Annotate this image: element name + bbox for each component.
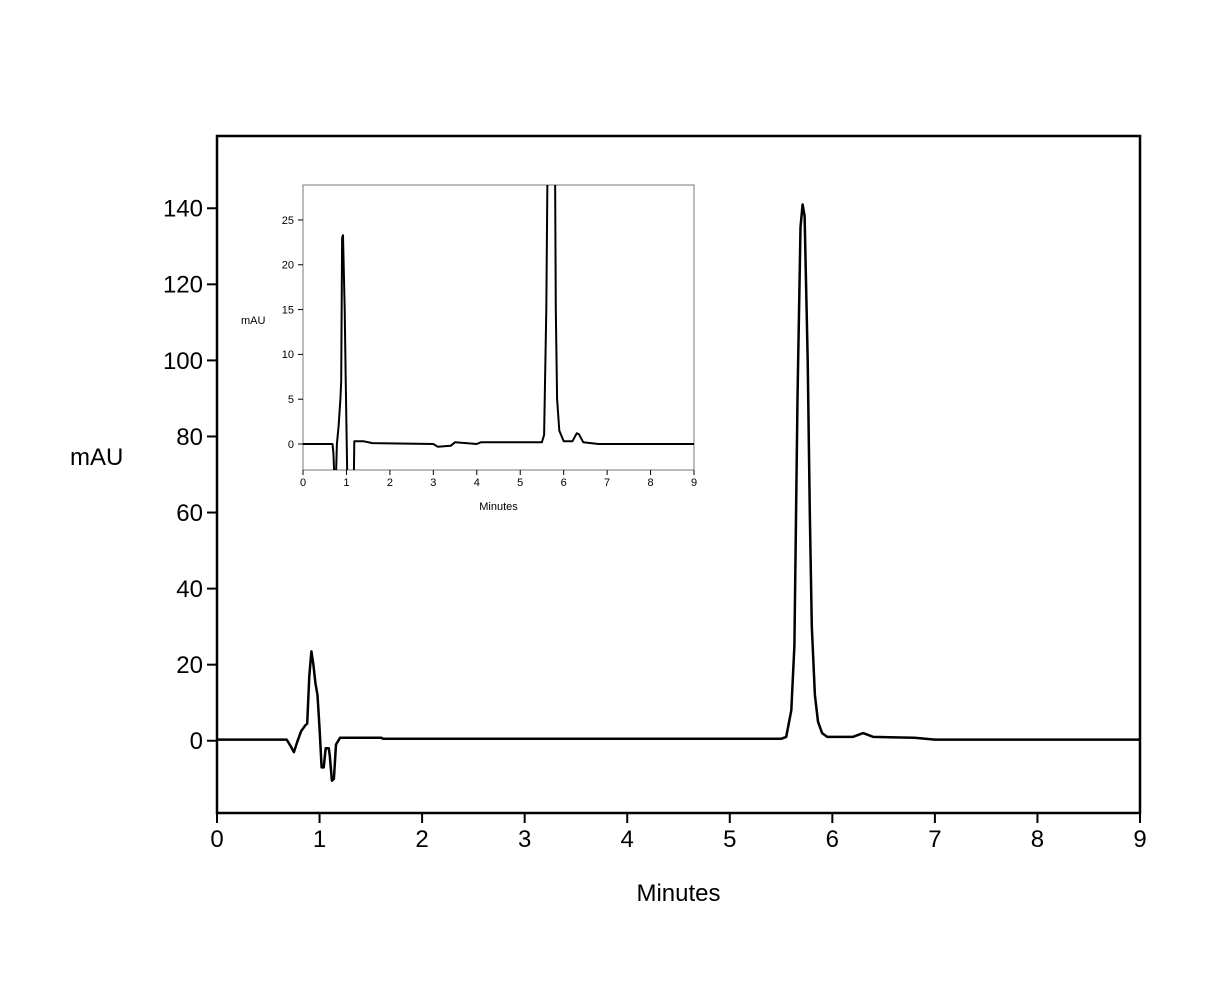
y-tick-label: 10 [282, 349, 294, 361]
x-axis-label: Minutes [636, 880, 720, 907]
y-axis-label: mAU [241, 315, 266, 327]
x-tick-label: 7 [604, 477, 610, 489]
y-tick-label: 100 [163, 348, 203, 375]
x-axis-label: Minutes [479, 501, 518, 513]
x-tick-label: 8 [1031, 826, 1044, 853]
x-tick-label: 1 [343, 477, 349, 489]
x-tick-label: 5 [723, 826, 736, 853]
inset-chart: 0 1 2 3 4 5 6 7 8 9 0 5 10 15 20 25 Minutes mAU [241, 184, 697, 513]
x-tick-label: 6 [826, 826, 839, 853]
y-tick-label: 120 [163, 272, 203, 299]
x-tick-label: 1 [313, 826, 326, 853]
x-tick-label: 4 [621, 826, 634, 853]
x-tick-label: 3 [430, 477, 436, 489]
x-tick-label: 5 [517, 477, 523, 489]
x-tick-label: 2 [415, 826, 428, 853]
x-tick-label: 2 [387, 477, 393, 489]
x-tick-label: 3 [518, 826, 531, 853]
y-tick-label: 60 [176, 500, 203, 527]
y-tick-label: 80 [176, 424, 203, 451]
y-tick-label: 0 [288, 439, 294, 451]
plot-frame [302, 184, 695, 471]
y-tick-label: 5 [288, 394, 294, 406]
plot-frame [215, 134, 1142, 815]
x-tick-label: 0 [210, 826, 223, 853]
y-tick-label: 20 [282, 260, 294, 272]
x-tick-label: 0 [300, 477, 306, 489]
x-tick-label: 4 [474, 477, 480, 489]
y-axis-label: mAU [70, 444, 123, 471]
x-tick-label: 6 [561, 477, 567, 489]
x-tick-label: 8 [647, 477, 653, 489]
y-tick-label: 140 [163, 196, 203, 223]
y-tick-label: 0 [190, 728, 203, 755]
y-tick-label: 25 [282, 215, 294, 227]
x-tick-label: 9 [1133, 826, 1146, 853]
series-line [217, 203, 1140, 782]
x-tick-label: 9 [691, 477, 697, 489]
x-tick-label: 7 [928, 826, 941, 853]
y-tick-label: 40 [176, 576, 203, 603]
y-tick-label: 20 [176, 652, 203, 679]
series-line [303, 185, 694, 470]
y-tick-label: 15 [282, 304, 294, 316]
